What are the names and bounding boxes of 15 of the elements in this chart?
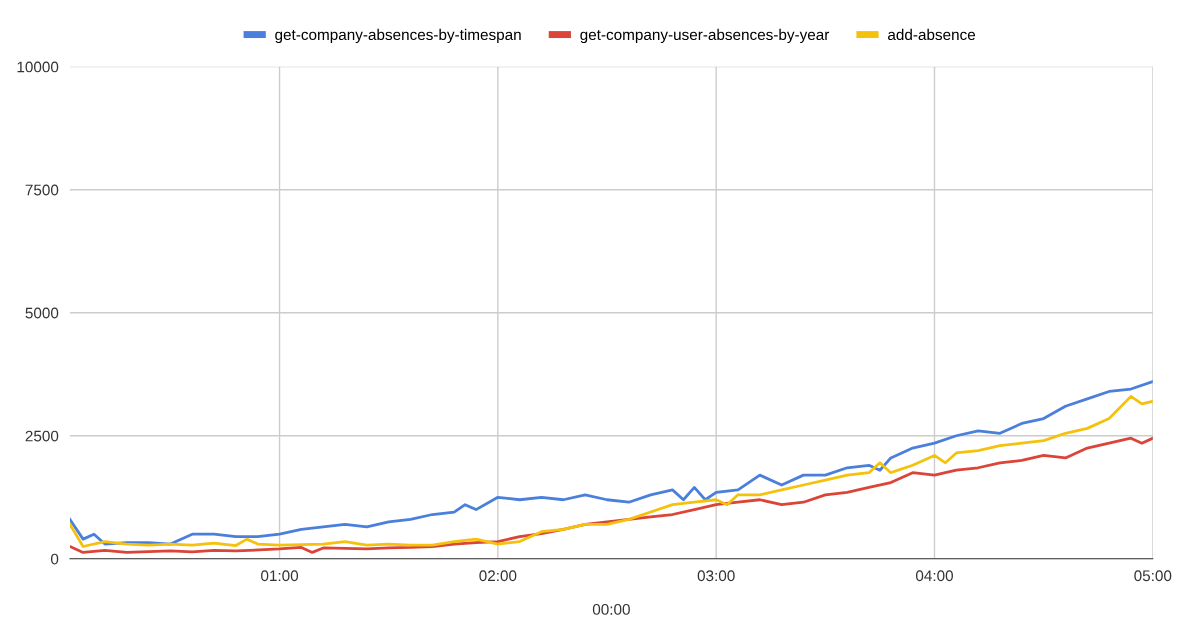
x-tick-label: 04:00 xyxy=(915,570,953,582)
legend-label: get-company-absences-by-timespan xyxy=(275,28,521,44)
line-series xyxy=(69,436,1153,554)
y-tick-label: 2500 xyxy=(25,430,59,442)
y-tick-label: 5000 xyxy=(25,307,59,319)
x-axis-title: 00:00 xyxy=(592,604,630,615)
x-tick-label: 03:00 xyxy=(697,570,735,582)
y-tick-label: 10000 xyxy=(17,61,59,73)
x-tick-label: 02:00 xyxy=(479,570,517,582)
x-tick-label: 01:00 xyxy=(261,570,299,582)
legend-label: get-company-user-absences-by-year xyxy=(580,28,830,44)
x-tick-label: 05:00 xyxy=(1134,570,1172,582)
y-tick-label: 0 xyxy=(50,553,59,565)
y-tick-label: 7500 xyxy=(25,184,59,196)
legend-label: add-absence xyxy=(888,28,976,41)
